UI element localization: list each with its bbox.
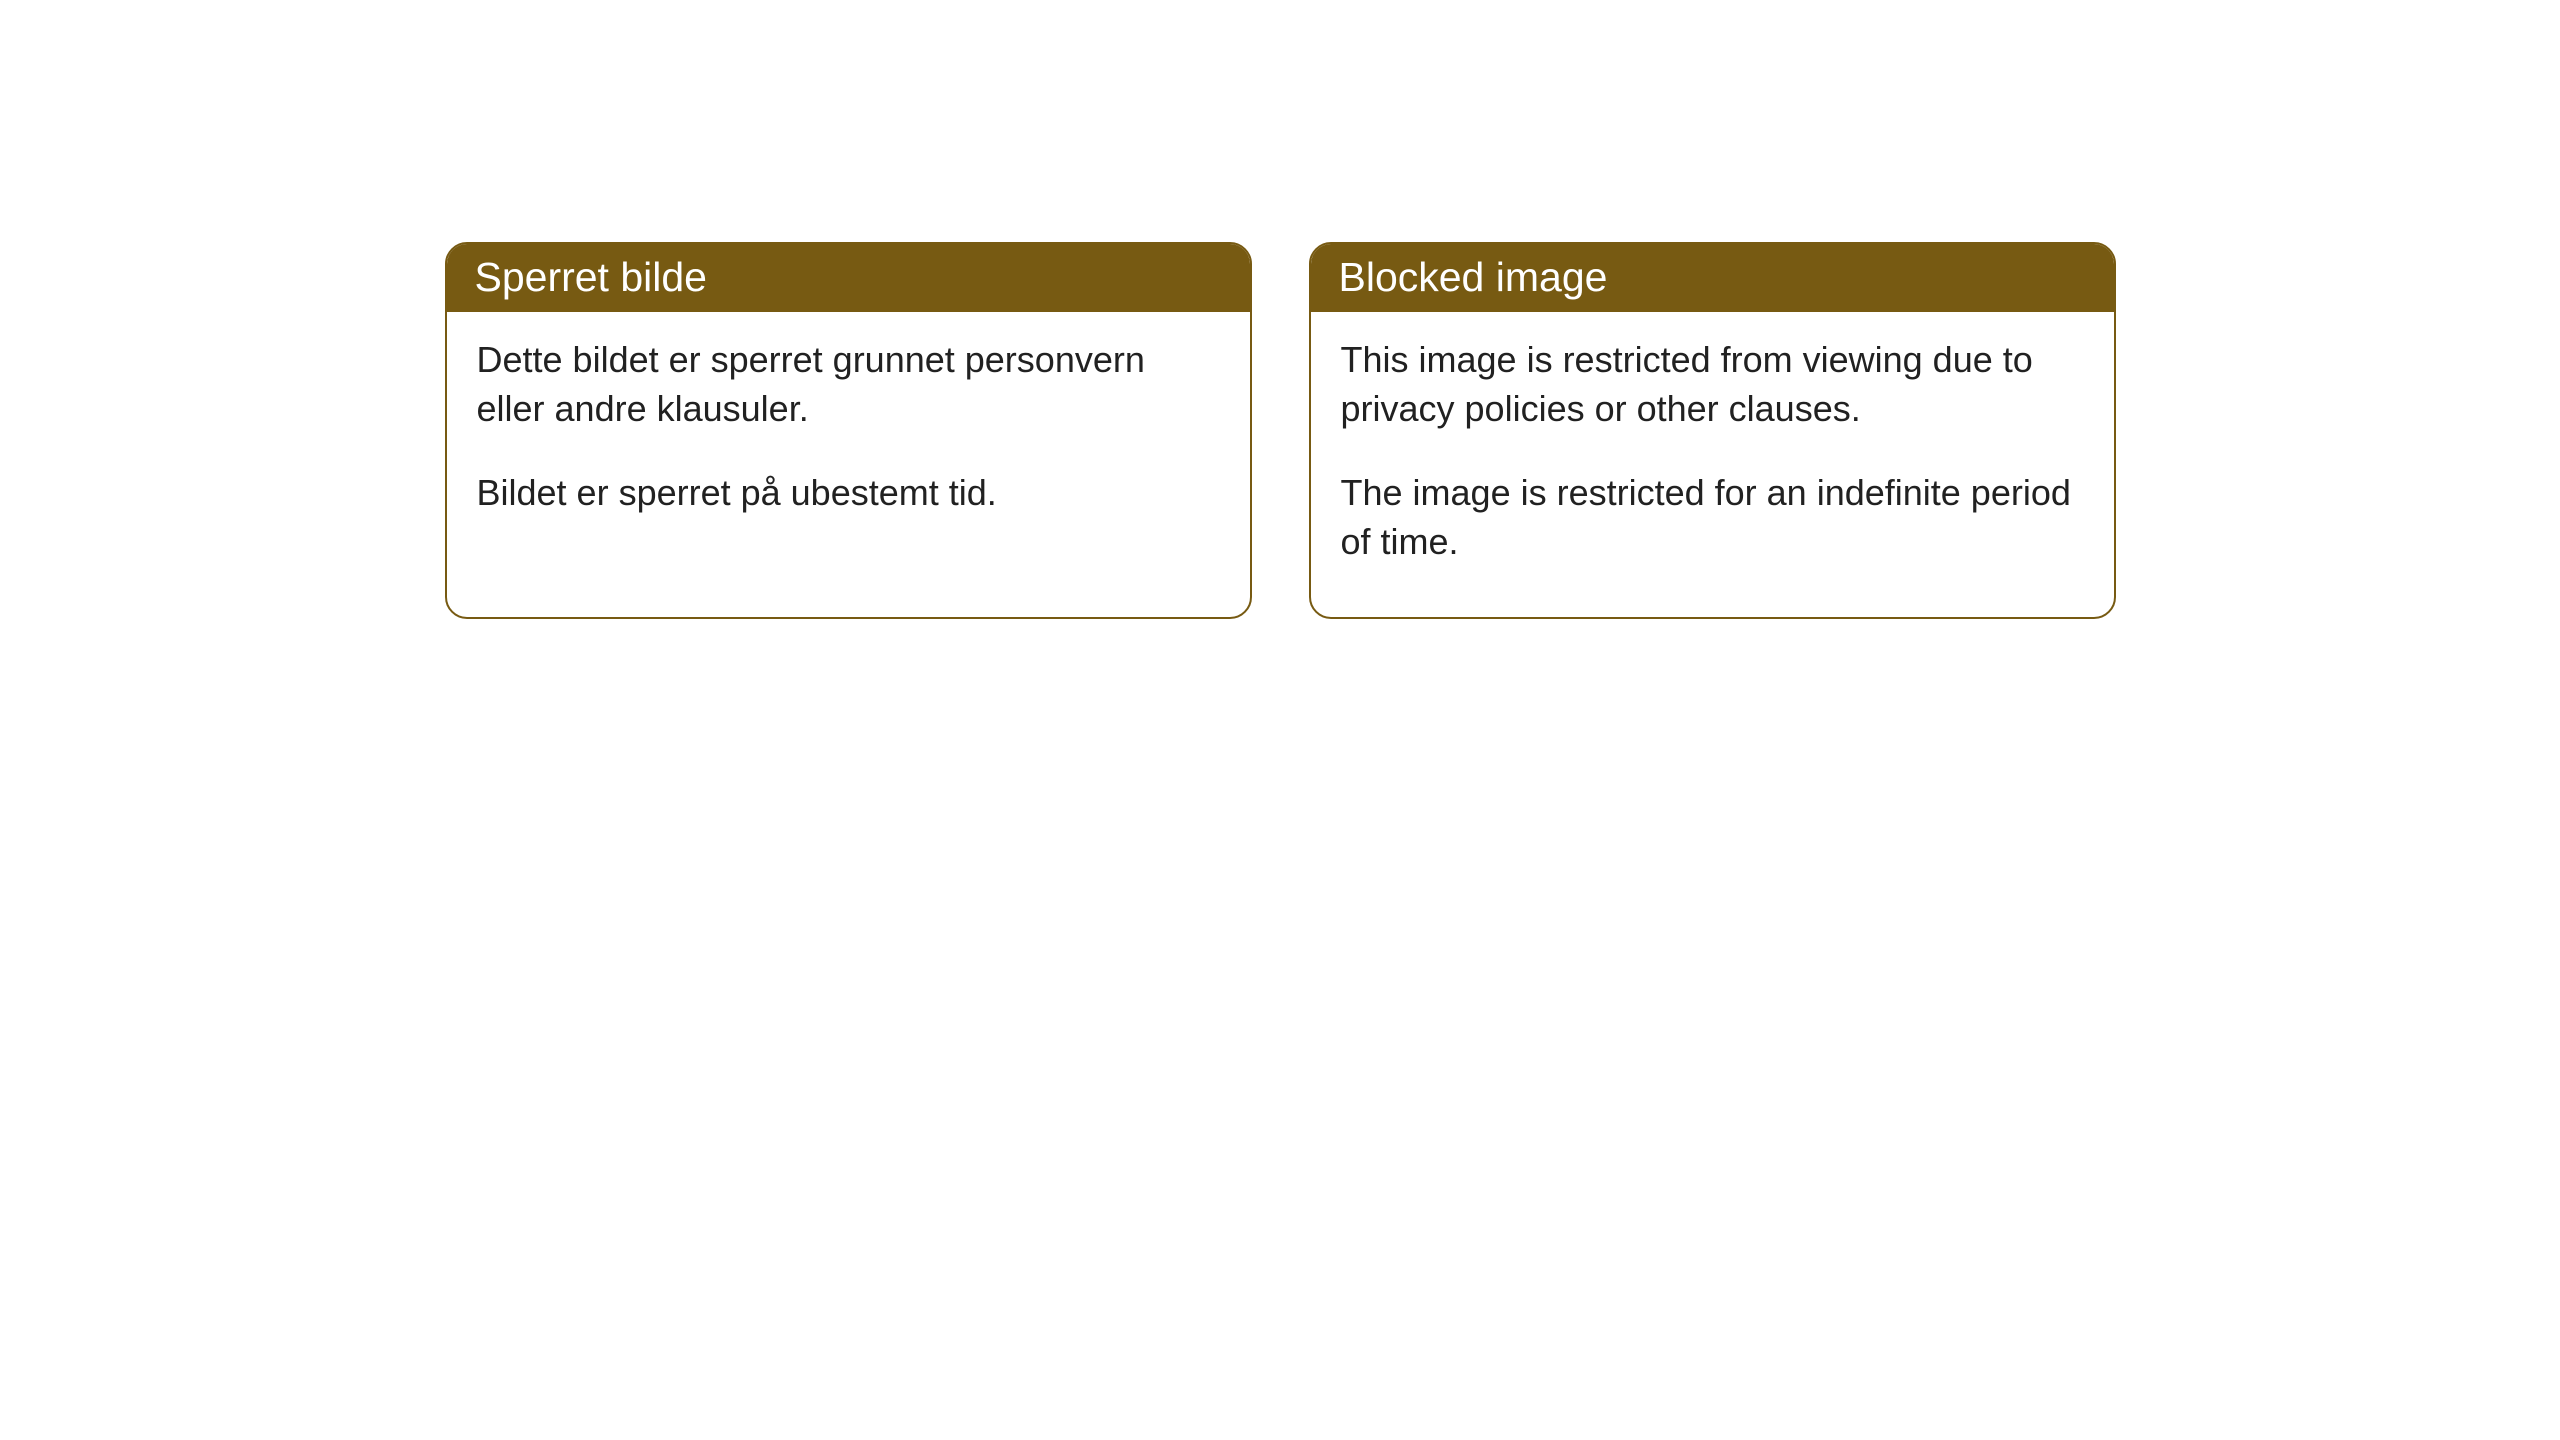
- card-body: This image is restricted from viewing du…: [1311, 312, 2114, 616]
- card-header: Sperret bilde: [447, 244, 1250, 312]
- card-paragraph-2: Bildet er sperret på ubestemt tid.: [477, 469, 1220, 518]
- blocked-image-card-norwegian: Sperret bilde Dette bildet er sperret gr…: [445, 242, 1252, 619]
- card-body: Dette bildet er sperret grunnet personve…: [447, 312, 1250, 568]
- notice-container: Sperret bilde Dette bildet er sperret gr…: [0, 242, 2560, 619]
- card-paragraph-1: This image is restricted from viewing du…: [1341, 336, 2084, 433]
- card-paragraph-1: Dette bildet er sperret grunnet personve…: [477, 336, 1220, 433]
- card-title: Sperret bilde: [475, 254, 707, 300]
- card-title: Blocked image: [1339, 254, 1608, 300]
- card-paragraph-2: The image is restricted for an indefinit…: [1341, 469, 2084, 566]
- blocked-image-card-english: Blocked image This image is restricted f…: [1309, 242, 2116, 619]
- card-header: Blocked image: [1311, 244, 2114, 312]
